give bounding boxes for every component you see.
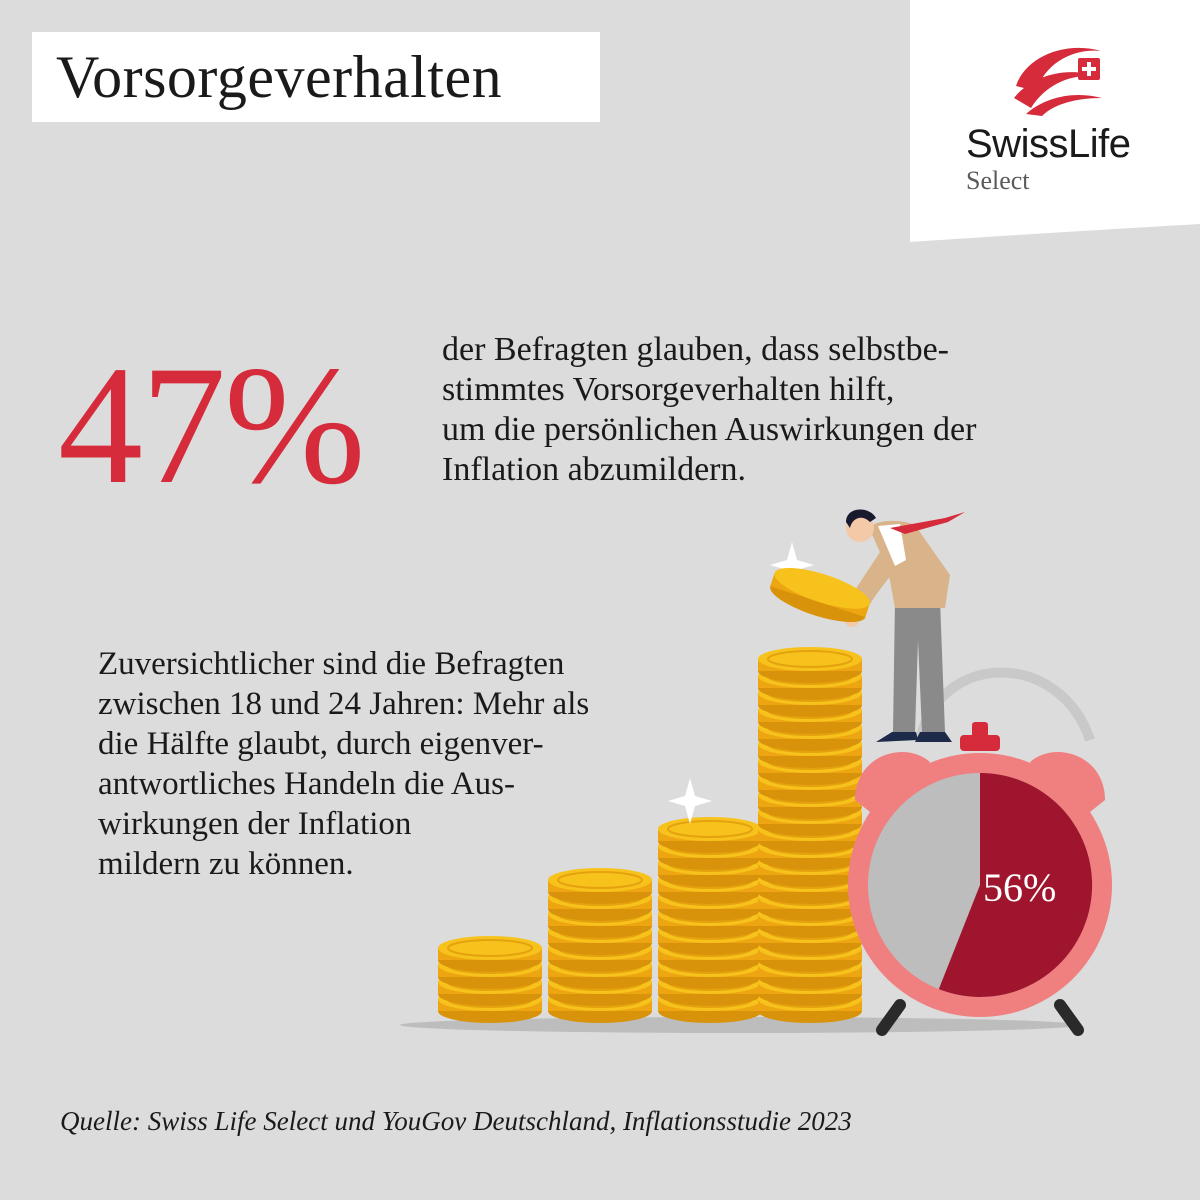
headline-percentage: 47%: [58, 331, 366, 519]
clock-share-wedge: [938, 772, 1093, 997]
coin-stack: [757, 646, 863, 1024]
logo-subtitle: Select: [966, 166, 1030, 195]
businessman-figure: [845, 509, 965, 742]
ground-shadow: [400, 1017, 1080, 1033]
sparkle-icon: [668, 778, 712, 824]
source-citation: Quelle: Swiss Life Select und YouGov Deu…: [60, 1106, 852, 1136]
coins-and-clock-illustration: [400, 509, 1112, 1036]
headline-line: der Befragten glauben, dass selbstbe-: [442, 331, 949, 368]
alarm-clock: [848, 667, 1112, 1036]
secondary-line: wirkungen der Inflation: [98, 806, 412, 842]
headline-description: der Befragten glauben, dass selbstbe- st…: [442, 330, 1142, 490]
swisslife-mark-icon: [1014, 47, 1102, 116]
clock-percentage-label: 56%: [983, 865, 1057, 910]
headline-line: um die persönlichen Auswirkungen der: [442, 411, 977, 448]
logo-name: SwissLife: [966, 122, 1131, 166]
secondary-line: die Hälfte glaubt, durch eigenver-: [98, 726, 544, 762]
held-coin: [770, 567, 870, 623]
secondary-line: zwischen 18 und 24 Jahren: Mehr als: [98, 686, 590, 722]
brand-logo: SwissLife Select: [910, 0, 1200, 242]
secondary-line: antwortliches Handeln die Aus-: [98, 766, 515, 802]
coin-stack: [437, 935, 543, 1024]
title-box: Vorsorgeverhalten: [32, 32, 600, 122]
coin-stack: [547, 867, 653, 1024]
logo-background: [910, 0, 1200, 242]
headline-line: Inflation abzumildern.: [442, 451, 747, 488]
coin-stack: [657, 816, 763, 1024]
sparkle-icon: [770, 542, 814, 588]
secondary-line: mildern zu können.: [98, 846, 354, 882]
secondary-description: Zuversichtlicher sind die Befragten zwis…: [98, 644, 738, 884]
headline-line: stimmtes Vorsorgeverhalten hilft,: [442, 371, 895, 408]
secondary-line: Zuversichtlicher sind die Befragten: [98, 646, 565, 682]
page-title: Vorsorgeverhalten: [56, 43, 503, 110]
